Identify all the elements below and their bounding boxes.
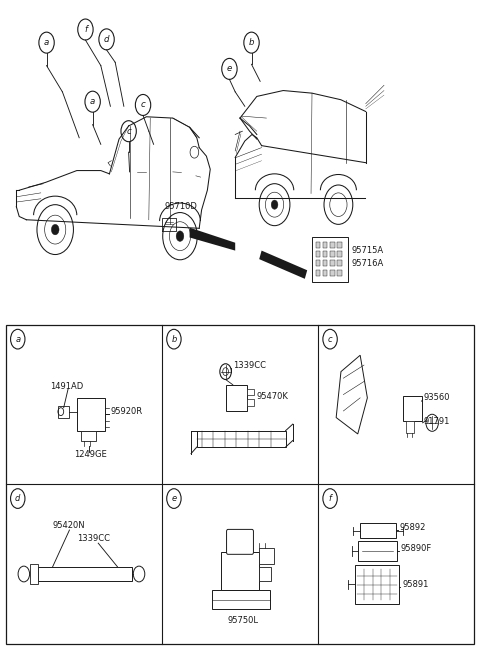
Text: 95715A: 95715A: [351, 246, 384, 255]
Text: 95892: 95892: [399, 523, 426, 532]
Text: a: a: [44, 38, 49, 47]
FancyBboxPatch shape: [30, 564, 38, 584]
FancyBboxPatch shape: [38, 567, 132, 581]
Text: c: c: [328, 335, 332, 344]
Polygon shape: [190, 228, 235, 251]
Circle shape: [271, 200, 278, 209]
FancyBboxPatch shape: [59, 405, 69, 418]
Text: 95710D: 95710D: [164, 202, 197, 211]
Text: e: e: [171, 494, 177, 503]
Text: 1249GE: 1249GE: [74, 450, 107, 459]
Circle shape: [51, 224, 59, 235]
FancyBboxPatch shape: [323, 251, 327, 257]
Text: 1339CC: 1339CC: [233, 361, 266, 371]
Text: 91791: 91791: [423, 417, 450, 426]
FancyBboxPatch shape: [197, 430, 286, 447]
Text: e: e: [227, 64, 232, 73]
Text: d: d: [104, 35, 109, 44]
FancyBboxPatch shape: [403, 396, 421, 421]
FancyBboxPatch shape: [82, 430, 96, 441]
Text: d: d: [15, 494, 21, 503]
FancyBboxPatch shape: [77, 398, 106, 430]
FancyBboxPatch shape: [337, 251, 342, 257]
FancyBboxPatch shape: [226, 384, 247, 411]
Text: 95891: 95891: [402, 580, 429, 589]
Text: a: a: [15, 335, 20, 344]
FancyBboxPatch shape: [323, 260, 327, 266]
FancyBboxPatch shape: [247, 388, 254, 395]
Text: 1339CC: 1339CC: [77, 534, 109, 543]
FancyBboxPatch shape: [247, 399, 254, 405]
Text: 1491AD: 1491AD: [50, 382, 84, 392]
FancyBboxPatch shape: [330, 270, 335, 276]
FancyBboxPatch shape: [323, 242, 327, 248]
FancyBboxPatch shape: [312, 237, 348, 282]
Text: 95890F: 95890F: [401, 544, 432, 553]
FancyBboxPatch shape: [330, 242, 335, 248]
FancyBboxPatch shape: [360, 523, 396, 538]
Polygon shape: [259, 251, 307, 279]
FancyBboxPatch shape: [316, 270, 320, 276]
FancyBboxPatch shape: [316, 242, 320, 248]
FancyBboxPatch shape: [316, 251, 320, 257]
FancyBboxPatch shape: [323, 270, 327, 276]
FancyBboxPatch shape: [227, 529, 253, 554]
FancyBboxPatch shape: [330, 251, 335, 257]
Text: a: a: [90, 97, 95, 106]
FancyBboxPatch shape: [259, 567, 271, 581]
FancyBboxPatch shape: [259, 548, 274, 564]
Text: 93560: 93560: [423, 393, 450, 402]
Text: f: f: [84, 25, 87, 34]
Text: 95920R: 95920R: [110, 407, 143, 417]
FancyBboxPatch shape: [316, 260, 320, 266]
Text: b: b: [249, 38, 254, 47]
FancyBboxPatch shape: [221, 552, 259, 590]
FancyBboxPatch shape: [337, 270, 342, 276]
FancyBboxPatch shape: [330, 260, 335, 266]
Text: 95420N: 95420N: [53, 521, 85, 530]
FancyBboxPatch shape: [337, 260, 342, 266]
Text: 95750L: 95750L: [228, 616, 259, 625]
Text: 95470K: 95470K: [257, 392, 288, 401]
Circle shape: [176, 231, 184, 241]
FancyBboxPatch shape: [6, 325, 474, 644]
FancyBboxPatch shape: [337, 242, 342, 248]
Text: c: c: [141, 100, 145, 110]
FancyBboxPatch shape: [406, 421, 414, 433]
Text: 95716A: 95716A: [351, 259, 384, 268]
FancyBboxPatch shape: [212, 590, 270, 609]
FancyBboxPatch shape: [355, 565, 398, 604]
Text: b: b: [171, 335, 177, 344]
Text: c: c: [126, 127, 131, 136]
Text: f: f: [329, 494, 332, 503]
FancyBboxPatch shape: [358, 541, 397, 561]
